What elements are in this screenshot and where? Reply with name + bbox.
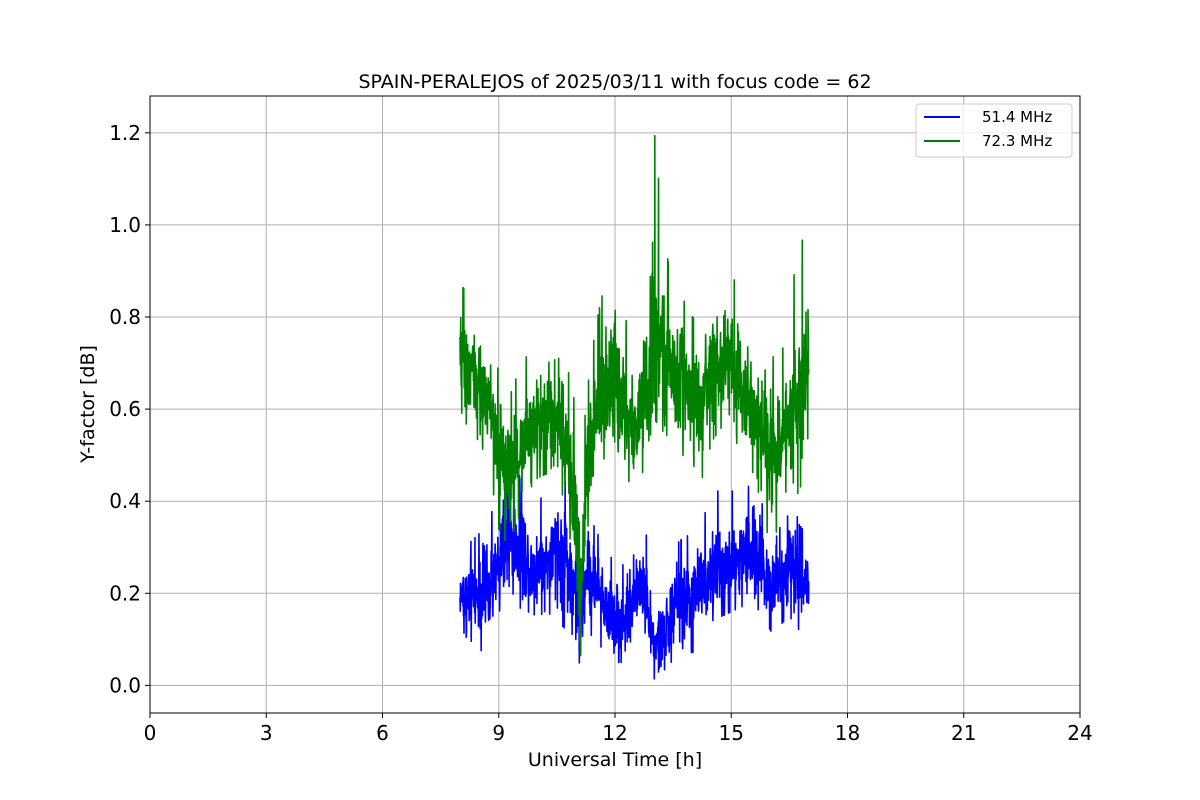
y-tick-label: 0.2 bbox=[109, 581, 141, 605]
x-tick-label: 21 bbox=[951, 721, 976, 745]
x-tick-label: 9 bbox=[492, 721, 505, 745]
y-tick-label: 0.0 bbox=[109, 673, 141, 697]
series-line bbox=[459, 454, 810, 680]
x-tick-label: 12 bbox=[602, 721, 627, 745]
y-tick-label: 1.2 bbox=[109, 121, 141, 145]
y-tick-label: 0.6 bbox=[109, 397, 141, 421]
y-axis-label: Y-factor [dB] bbox=[77, 345, 99, 464]
x-tick-label: 24 bbox=[1067, 721, 1092, 745]
x-tick-label: 6 bbox=[376, 721, 389, 745]
y-tick-label: 0.8 bbox=[109, 305, 141, 329]
series-layer bbox=[459, 134, 810, 680]
legend-label-51-mhz: 51.4 MHz bbox=[982, 108, 1052, 126]
series-72-mhz bbox=[459, 134, 810, 657]
chart-title: SPAIN-PERALEJOS of 2025/03/11 with focus… bbox=[358, 71, 871, 93]
x-tick-label: 3 bbox=[260, 721, 273, 745]
y-tick-label: 0.4 bbox=[109, 489, 141, 513]
x-tick-label: 18 bbox=[835, 721, 860, 745]
series-51-mhz bbox=[459, 454, 810, 680]
x-tick-label: 15 bbox=[719, 721, 744, 745]
series-line bbox=[459, 134, 810, 657]
tick-layer: 0 3 6 9 12 15 18 21 24 0.0 0.2 0.4 0.6 0.8 1.0 1.2 bbox=[109, 121, 1093, 745]
x-tick-label: 0 bbox=[144, 721, 157, 745]
y-tick-label: 1.0 bbox=[109, 213, 141, 237]
x-axis-label: Universal Time [h] bbox=[528, 749, 702, 771]
legend-label-72-mhz: 72.3 MHz bbox=[982, 132, 1052, 150]
legend: 51.4 MHz 72.3 MHz bbox=[915, 103, 1073, 158]
